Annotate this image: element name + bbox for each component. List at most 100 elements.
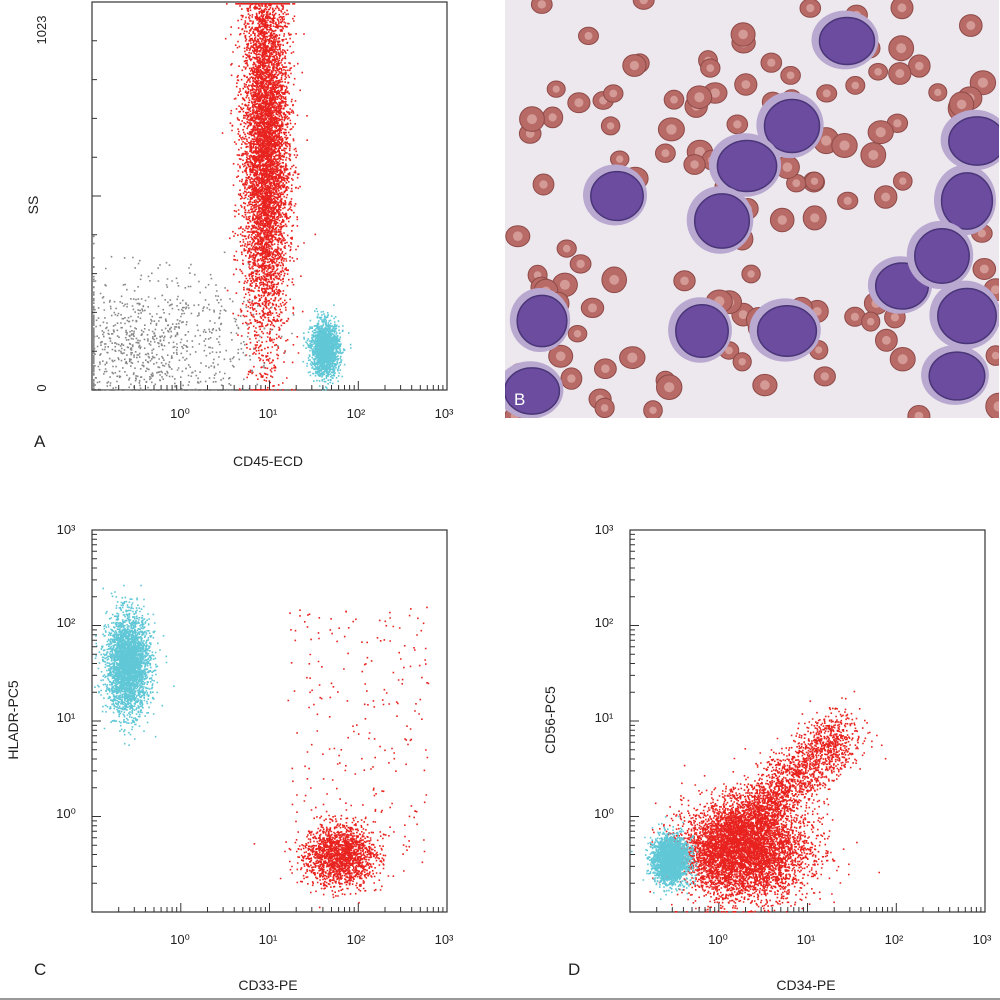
red-blood-cell-center [881, 192, 891, 202]
panel-d-ytick-3: 10³ [595, 522, 614, 537]
red-blood-cell-center [915, 61, 924, 71]
red-blood-cell-center [897, 354, 908, 365]
red-blood-cell-center [574, 98, 584, 108]
series-lymphocytes [631, 815, 699, 900]
red-blood-cell-center [747, 270, 755, 278]
red-blood-cell-center [706, 64, 715, 72]
red-blood-cell-center [882, 335, 891, 345]
blood-smear-micrograph [505, 0, 999, 418]
red-blood-cell-center [527, 114, 537, 125]
series-lymphocytes [94, 584, 175, 746]
red-blood-cell-center [993, 401, 999, 412]
red-blood-cell-center [601, 364, 610, 374]
red-blood-cell-center [810, 213, 820, 223]
panel-d-ticks [629, 533, 982, 913]
red-blood-cell-center [588, 303, 597, 313]
blast-cell-nucleus [675, 303, 729, 359]
panel-c-ytick-1: 10¹ [57, 710, 76, 725]
blast-cell-nucleus [590, 170, 644, 222]
red-blood-cell-center [639, 0, 648, 5]
red-blood-cell-center [839, 140, 850, 151]
series-blasts [649, 690, 887, 913]
red-blood-cell-center [914, 411, 924, 418]
panel-c-xlabel: CD33-PE [238, 977, 297, 993]
panel-b-letter: B [514, 390, 525, 409]
panel-d-ytick-0: 10⁰ [594, 806, 614, 821]
panel-a-xtick-0: 10⁰ [170, 406, 190, 421]
red-blood-cell-center [890, 313, 900, 322]
red-blood-cell-center [821, 135, 832, 146]
series-blasts [253, 606, 430, 909]
red-blood-cell-center [738, 358, 746, 366]
red-blood-cell-center [649, 406, 657, 414]
panel-a-ylabel: SS [25, 196, 41, 215]
panel-a-scatter [93, 3, 352, 391]
red-blood-cell-center [815, 346, 823, 354]
blast-cell-nucleus [756, 305, 818, 357]
red-blood-cell-center [555, 351, 566, 362]
red-blood-cell-center [782, 162, 793, 172]
red-blood-cell-center [934, 88, 942, 96]
panel-a-ytick-bottom: 0 [34, 384, 49, 391]
panel-c-scatter [94, 584, 430, 909]
panel-d-letter: D [568, 960, 580, 979]
panel-c: 10³ 10² 10¹ 10⁰ HLADR-PC5 10⁰ 10¹ 10² 10… [5, 522, 454, 993]
axis-tick-marks [91, 1, 444, 391]
red-blood-cell-center [690, 160, 699, 169]
red-blood-cell-center [567, 374, 576, 383]
red-blood-cell-center [897, 3, 907, 13]
red-blood-cell-center [738, 29, 748, 40]
bottom-rule [0, 998, 1000, 1000]
red-blood-cell-center [767, 58, 776, 67]
panel-d-xtick-0: 10⁰ [708, 932, 728, 947]
panel-a-xtick-3: 10³ [435, 406, 454, 421]
blast-cell-nucleus [818, 16, 876, 66]
panel-c-ytick-0: 10⁰ [56, 806, 76, 821]
panel-d-xlabel: CD34-PE [776, 977, 835, 993]
panel-c-ytick-2: 10² [57, 615, 76, 630]
red-blood-cell-center [991, 285, 999, 295]
red-blood-cell-center [670, 95, 678, 104]
panel-a: 1023 0 SS 10⁰ 10¹ 10² 10³ CD45-ECD A [25, 1, 454, 469]
red-blood-cell-center [991, 351, 999, 360]
panel-a-ytick-top: 1023 [34, 16, 49, 45]
red-blood-cell-center [738, 310, 748, 320]
panel-a-xlabel: CD45-ECD [233, 453, 303, 469]
red-blood-cell-center [822, 89, 831, 98]
red-blood-cell-center [725, 346, 733, 355]
panel-c-ylabel: HLADR-PC5 [5, 680, 21, 760]
red-blood-cell-center [896, 43, 907, 54]
red-blood-cell-center [893, 119, 902, 128]
panel-d-xtick-1: 10¹ [797, 932, 816, 947]
red-blood-cell-center [552, 85, 560, 93]
blast-cell-nucleus [516, 294, 568, 348]
blast-cell-nucleus [940, 172, 994, 230]
panel-a-xtick-2: 10² [347, 406, 366, 421]
red-blood-cell-center [629, 60, 640, 71]
red-blood-cell-center [559, 279, 570, 290]
red-blood-cell-center [843, 196, 852, 205]
axis-tick-marks [629, 533, 982, 913]
red-blood-cell-center [874, 68, 882, 76]
red-blood-cell-center [851, 81, 860, 90]
red-blood-cell-center [786, 71, 795, 80]
red-blood-cell-center [741, 80, 751, 89]
red-blood-cell-center [513, 231, 523, 241]
red-blood-cell-center [777, 215, 787, 225]
red-blood-cell-center [820, 372, 829, 381]
red-blood-cell-center [616, 155, 624, 163]
panel-c-letter: C [34, 960, 46, 979]
red-blood-cell-center [664, 382, 675, 393]
red-blood-cell-center [850, 312, 860, 321]
red-blood-cell-center [956, 99, 967, 110]
panel-c-ytick-3: 10³ [57, 522, 76, 537]
panel-c-ticks [91, 533, 444, 913]
blast-cell-nucleus [937, 287, 997, 345]
red-blood-cell-center [600, 404, 609, 412]
series-blasts [221, 3, 317, 391]
red-blood-cell-center [979, 264, 989, 274]
panel-a-letter: A [34, 432, 46, 451]
panel-d-ytick-2: 10² [595, 615, 614, 630]
blast-cell-nucleus [763, 98, 821, 154]
